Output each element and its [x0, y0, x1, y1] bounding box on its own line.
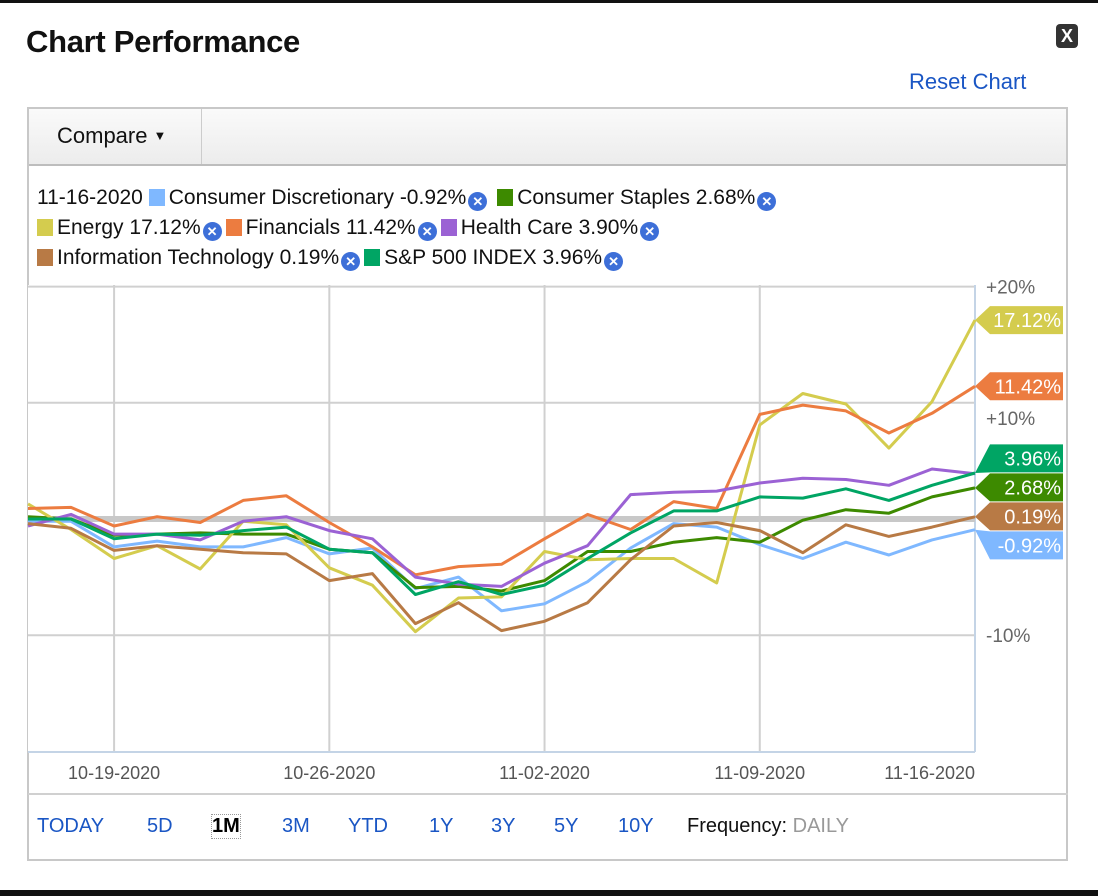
compare-label: Compare [57, 123, 148, 148]
window-bottom-border [0, 890, 1098, 896]
remove-series-icon[interactable]: ✕ [604, 252, 624, 271]
series-line-5 [27, 515, 976, 633]
tag-label: 2.68% [1004, 477, 1061, 499]
legend-swatch [37, 219, 53, 236]
legend-item: S&P 500 INDEX 3.96% ✕ [364, 246, 624, 271]
tag-shape [975, 372, 1063, 401]
legend-item: Consumer Staples 2.68% ✕ [491, 186, 777, 211]
legend-swatch [440, 219, 457, 236]
y-tick-label: +10% [986, 409, 1035, 430]
last-value-tag: 11.42% [975, 372, 1063, 401]
x-tick-label: 11-09-2020 [714, 763, 805, 783]
series-line-2 [27, 319, 977, 634]
legend-series-name: Financials [245, 216, 341, 239]
x-tick-label: 10-19-2020 [68, 763, 160, 783]
legend-series-name: Health Care [460, 216, 573, 239]
legend-series-value: 11.42% [346, 216, 416, 239]
tag-shape [975, 473, 1063, 502]
range-10y[interactable]: 10Y [618, 815, 654, 837]
chart-toolbar: Compare ▼ [29, 109, 1066, 166]
legend-series-value: 0.19% [279, 246, 340, 269]
frequency-value[interactable]: DAILY [792, 815, 849, 837]
tag-label: 0.19% [1004, 506, 1061, 528]
legend-swatch [225, 219, 242, 236]
range-today[interactable]: TODAY [37, 815, 105, 837]
legend-item: Financials 11.42% ✕ [225, 216, 437, 241]
last-value-tag: 17.12% [975, 306, 1063, 335]
remove-series-icon[interactable]: ✕ [757, 192, 777, 211]
legend-item: Information Technology 0.19% ✕ [37, 246, 361, 271]
tag-shape [975, 306, 1063, 335]
dialog-title: Chart Performance [26, 24, 300, 59]
legend-series-name: Information Technology [57, 246, 274, 269]
frequency: Frequency: DAILY [687, 815, 849, 838]
legend-item: Energy 17.12% ✕ [37, 216, 222, 241]
range-5y[interactable]: 5Y [554, 815, 579, 837]
range-3m[interactable]: 3M [282, 815, 310, 837]
x-tick-label: 10-26-2020 [283, 763, 375, 783]
close-icon[interactable]: X [1056, 24, 1078, 48]
x-tick-label: 11-16-2020 [884, 763, 975, 783]
caret-down-icon: ▼ [153, 128, 167, 143]
legend-series-value: 3.90% [578, 216, 639, 239]
legend-series-name: Consumer Discretionary [168, 186, 394, 209]
window-top-border [0, 0, 1098, 3]
series-line-3 [27, 385, 976, 577]
last-value-tag: 0.19% [975, 502, 1063, 531]
tag-shape [975, 529, 1063, 560]
series-line-0 [28, 519, 976, 613]
legend-series-value: 17.12% [129, 216, 201, 239]
legend-series-value: -0.92% [399, 186, 467, 209]
last-value-tag: 3.96% [975, 444, 1063, 473]
remove-series-icon[interactable]: ✕ [202, 222, 222, 241]
range-1y[interactable]: 1Y [429, 815, 454, 837]
remove-series-icon[interactable]: ✕ [640, 222, 660, 241]
reset-chart-link[interactable]: Reset Chart [909, 69, 1027, 94]
series-line-6 [28, 471, 976, 596]
remove-series-icon[interactable]: ✕ [341, 252, 361, 271]
series-line-1 [27, 486, 976, 593]
legend-series-value: 2.68% [695, 186, 756, 209]
frequency-label: Frequency: [687, 815, 788, 837]
legend-series-name: S&P 500 INDEX [384, 246, 537, 269]
legend-date: 11-16-2020 [37, 186, 143, 209]
tag-shape [975, 444, 1063, 473]
legend-swatch [37, 249, 53, 266]
performance-chart: 10-19-2020 10-26-2020 11-02-2020 11-09-2020… [27, 278, 1063, 783]
compare-dropdown[interactable]: Compare ▼ [29, 109, 202, 164]
range-3y[interactable]: 3Y [491, 815, 516, 837]
last-value-tag: 2.68% [975, 473, 1063, 502]
chart-panel: Compare ▼ [27, 107, 1068, 861]
y-tick-label: -10% [986, 626, 1030, 647]
remove-series-icon[interactable]: ✕ [417, 222, 437, 241]
chart-legend: 11-16-2020 Consumer Discretionary -0.92%… [37, 183, 1057, 273]
legend-item: Health Care 3.90% ✕ [440, 216, 660, 241]
range-5d[interactable]: 5D [147, 815, 173, 837]
tag-label: -0.92% [998, 535, 1062, 557]
legend-swatch [148, 189, 165, 206]
legend-item: Consumer Discretionary -0.92% ✕ [148, 186, 488, 211]
legend-swatch [497, 189, 514, 206]
tag-label: 17.12% [993, 310, 1061, 332]
range-1m[interactable]: 1M [211, 814, 241, 839]
footer-divider [28, 793, 1068, 795]
remove-series-icon[interactable]: ✕ [468, 192, 488, 211]
tag-shape [975, 502, 1063, 531]
x-tick-label: 11-02-2020 [499, 763, 590, 783]
legend-series-name: Consumer Staples [517, 186, 690, 209]
legend-series-value: 3.96% [542, 246, 603, 269]
tag-label: 3.96% [1004, 448, 1061, 470]
legend-series-name: Energy [57, 216, 124, 239]
legend-swatch [364, 249, 381, 266]
last-value-tag: -0.92% [975, 529, 1063, 560]
tag-label: 11.42% [995, 376, 1062, 398]
range-ytd[interactable]: YTD [348, 815, 388, 837]
y-tick-label: +20% [986, 278, 1035, 299]
series-line-4 [27, 467, 976, 588]
